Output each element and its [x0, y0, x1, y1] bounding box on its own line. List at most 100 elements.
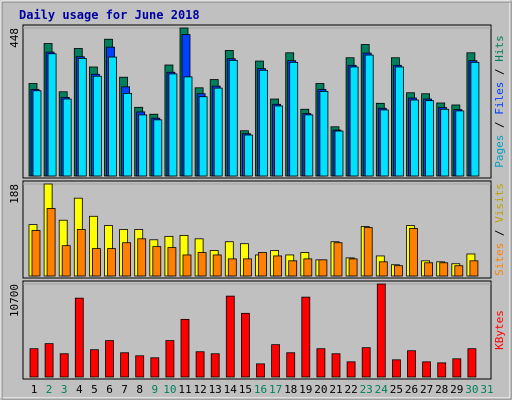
bar: [228, 59, 238, 177]
bar: [212, 254, 222, 277]
bar: [470, 61, 480, 177]
bar: [59, 353, 69, 378]
bar: [331, 353, 341, 378]
bar: [210, 353, 220, 378]
x-tick-label: 12: [193, 383, 206, 396]
bar: [409, 228, 418, 277]
bar: [424, 262, 434, 277]
bar: [440, 108, 450, 177]
bar: [46, 208, 56, 277]
bar: [349, 66, 359, 177]
legend-entry: Sites: [493, 243, 506, 276]
bar: [319, 91, 329, 177]
x-tick-label: 17: [269, 383, 282, 396]
x-tick-label: 14: [224, 383, 238, 396]
bar: [240, 312, 250, 378]
x-tick-label: 25: [390, 383, 403, 396]
bar: [304, 114, 314, 177]
legend: Pages / Files / Hits: [493, 35, 506, 168]
x-tick-label: 8: [136, 383, 143, 396]
bar: [469, 260, 479, 277]
bar: [318, 259, 328, 277]
x-tick-label: 28: [435, 383, 448, 396]
bar: [165, 340, 175, 378]
bar: [213, 87, 223, 177]
bar: [346, 361, 356, 378]
bar: [90, 349, 99, 378]
x-tick-label: 7: [121, 383, 128, 396]
legend-separator: /: [493, 223, 506, 243]
y-tick-label: 188: [8, 184, 21, 204]
x-tick-label: 18: [284, 383, 297, 396]
bar: [274, 105, 284, 177]
bar: [333, 242, 343, 277]
x-tick-label: 3: [61, 383, 68, 396]
legend-entry: KBytes: [493, 310, 506, 350]
bar: [62, 98, 72, 177]
x-tick-label: 23: [360, 383, 373, 396]
bar: [258, 252, 267, 277]
y-tick-label: 448: [8, 28, 21, 48]
x-tick-label: 6: [106, 383, 113, 396]
bar: [455, 110, 465, 177]
x-tick-label: 13: [209, 383, 222, 396]
bar: [93, 75, 102, 177]
bar: [410, 99, 419, 177]
x-tick-label: 5: [91, 383, 98, 396]
legend-entry: Files: [493, 82, 506, 115]
x-tick-label: 21: [329, 383, 342, 396]
bar: [454, 265, 464, 277]
bar: [425, 100, 435, 177]
bar: [288, 260, 298, 277]
x-tick-label: 19: [299, 383, 312, 396]
bar: [183, 76, 193, 177]
bar: [31, 230, 41, 277]
bar: [393, 265, 403, 277]
bar: [227, 258, 237, 277]
x-tick-label: 22: [344, 383, 357, 396]
bar: [439, 262, 449, 277]
x-tick-label: 20: [314, 383, 327, 396]
legend-entry: Hits: [493, 35, 506, 62]
x-tick-label: 26: [405, 383, 418, 396]
bar: [150, 357, 160, 378]
x-tick-label: 11: [178, 383, 191, 396]
bar: [271, 344, 281, 378]
bar: [316, 348, 326, 378]
bar: [303, 258, 313, 277]
bar: [225, 295, 235, 378]
bar: [391, 359, 401, 378]
y-tick-label: 10700: [8, 284, 21, 317]
bar: [167, 247, 177, 277]
bar: [182, 254, 192, 277]
chart-title: Daily usage for June 2018: [19, 8, 200, 22]
bar: [122, 242, 131, 277]
bar: [195, 351, 205, 378]
bar: [152, 246, 162, 277]
bar: [137, 238, 147, 277]
bar: [77, 57, 87, 177]
bar: [361, 347, 371, 378]
bar: [437, 362, 447, 378]
bar: [376, 283, 386, 378]
bar: [44, 343, 54, 378]
bar: [198, 96, 208, 177]
bar: [452, 358, 462, 378]
bar: [243, 134, 253, 177]
bar: [135, 355, 145, 378]
bar: [61, 245, 71, 277]
x-tick-label: 10: [163, 383, 176, 396]
bar: [259, 69, 268, 177]
bar: [422, 361, 432, 378]
bar: [334, 130, 344, 177]
bar: [168, 73, 178, 177]
bar: [105, 340, 114, 378]
bar: [286, 352, 296, 378]
bar: [120, 352, 129, 378]
bar: [407, 350, 416, 378]
bar: [289, 61, 299, 177]
x-tick-label: 9: [151, 383, 158, 396]
bar: [47, 53, 57, 177]
